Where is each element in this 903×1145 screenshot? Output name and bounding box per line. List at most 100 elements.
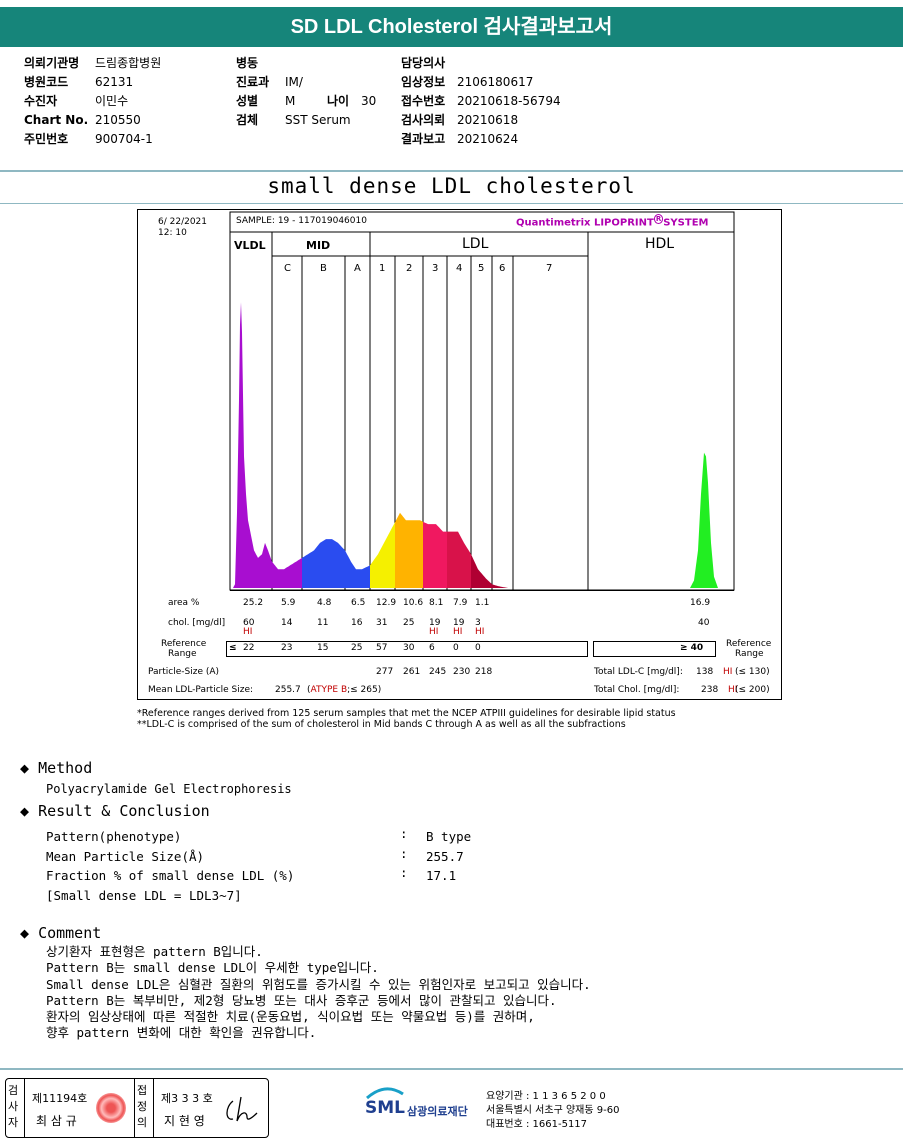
label-physician: 담당의사 xyxy=(401,56,446,70)
total-ldl-value: 138 xyxy=(696,667,714,677)
ref-value: 15 xyxy=(317,643,329,653)
ref-value: 25 xyxy=(351,643,363,653)
chol-flag: HI xyxy=(475,627,485,637)
print-time: 12: 10 xyxy=(158,228,187,238)
ref-value: 23 xyxy=(281,643,293,653)
vsep-2 xyxy=(134,1079,135,1137)
comment-heading: ◆ Comment xyxy=(20,924,101,942)
total-chol-flag: HI xyxy=(728,685,738,695)
inspector-name: 최 삼 규 xyxy=(36,1114,77,1128)
mean-type-tail: ;≤ 265) xyxy=(347,685,382,695)
row-label-area: area % xyxy=(168,598,200,608)
diamond-icon: ◆ xyxy=(20,924,30,942)
ref-value: 0 xyxy=(475,643,481,653)
band-label-6: 6 xyxy=(499,263,506,274)
total-chol-value: 238 xyxy=(701,685,719,695)
result-label: Pattern(phenotype) xyxy=(46,829,182,844)
result-sep: : xyxy=(400,826,408,841)
row-label-chol: chol. [mg/dl] xyxy=(168,618,226,628)
comment-line: Pattern B는 복부비만, 제2형 당뇨병 또는 대사 증후군 등에서 많… xyxy=(46,992,557,1008)
chol-value: 16 xyxy=(351,618,363,628)
value-specimen: SST Serum xyxy=(285,113,351,127)
result-row: Mean Particle Size(Å) xyxy=(46,849,204,864)
ref-range-box xyxy=(226,641,588,657)
group-ldl: LDL xyxy=(462,236,489,252)
row-label-ref2: Range xyxy=(168,649,197,659)
seal-icon xyxy=(96,1093,126,1123)
result-note: [Small dense LDL = LDL3~7] xyxy=(46,888,242,903)
fraction-area-5 xyxy=(395,512,423,588)
label-ward: 병동 xyxy=(236,56,259,70)
divider-top xyxy=(0,170,903,172)
chol-value: 60 xyxy=(243,618,255,628)
reg-mark: R xyxy=(653,214,664,224)
ref-value: 57 xyxy=(376,643,388,653)
area-value: 4.8 xyxy=(317,598,332,608)
label-resident-no: 주민번호 xyxy=(24,132,69,146)
footnote-1: *Reference ranges derived from 125 serum… xyxy=(137,708,676,719)
fraction-area-2 xyxy=(302,539,345,588)
total-ldl-label: Total LDL-C [mg/dl]: xyxy=(594,667,683,677)
comment-line: 상기환자 표현형은 pattern B입니다. xyxy=(46,944,263,959)
comment-heading-text: Comment xyxy=(38,924,102,942)
label-report-date: 결과보고 xyxy=(401,132,446,146)
band-label-4: 4 xyxy=(456,263,463,274)
footer-address: 요양기관 : 1 1 3 6 5 2 0 0 서울특별시 서초구 양재동 9-6… xyxy=(486,1090,619,1132)
chol-value: 11 xyxy=(317,618,329,628)
mean-type: (ATYPE B;≤ 265) xyxy=(307,685,381,695)
value-receipt-no: 20210618-56794 xyxy=(457,94,561,108)
group-vldl: VLDL xyxy=(234,239,266,252)
result-label: Mean Particle Size(Å) xyxy=(46,849,205,864)
logo-org: 삼광의료재단 xyxy=(407,1105,468,1118)
row-label-mean: Mean LDL-Particle Size: xyxy=(148,685,254,695)
chol-flag: HI xyxy=(453,627,463,637)
result-heading-text: Result & Conclusion xyxy=(38,802,210,820)
approver-name: 지 현 영 xyxy=(164,1114,205,1128)
chol-value: 19 xyxy=(453,618,465,628)
value-sex: M xyxy=(285,94,296,108)
value-hospital-code: 62131 xyxy=(95,75,134,89)
logo-text: SML xyxy=(365,1098,405,1118)
comment-body: 상기환자 표현형은 pattern B입니다. Pattern B는 small… xyxy=(46,944,591,1042)
hdl-peak xyxy=(690,452,718,588)
fraction-area-4 xyxy=(370,522,395,588)
value-clinical-info: 2106180617 xyxy=(457,75,534,89)
ref-value: 0 xyxy=(453,643,459,653)
band-label-A: A xyxy=(354,263,361,274)
value-request-date: 20210618 xyxy=(457,113,519,127)
comment-line: 향후 pattern 변화에 대한 확인을 권유합니다. xyxy=(46,1025,317,1041)
chol-flag: HI xyxy=(243,627,253,637)
particle-value: 245 xyxy=(429,667,447,677)
diamond-icon: ◆ xyxy=(20,759,30,777)
fraction-area-0 xyxy=(230,302,272,588)
signature-box: 검사자 제11194호 최 삼 규 접정의 제3 3 3 호 지 현 영 xyxy=(5,1078,269,1138)
ref-prefix: ≤ xyxy=(229,643,237,653)
label-request-date: 검사의뢰 xyxy=(401,113,446,127)
label-hospital: 의뢰기관명 xyxy=(24,56,80,70)
label-department: 진료과 xyxy=(236,75,270,89)
band-label-3: 3 xyxy=(432,263,439,274)
value-age: 30 xyxy=(361,94,377,108)
chol-flag: HI xyxy=(429,627,439,637)
addr-street: 서울특별시 서초구 양재동 9-60 xyxy=(486,1105,620,1116)
band-label-B: B xyxy=(320,263,327,274)
report-title: SD LDL Cholesterol 검사결과보고서 xyxy=(0,7,903,47)
area-value: 12.9 xyxy=(376,598,397,608)
electrophoresis-chart xyxy=(229,211,735,591)
system-suffix: SYSTEM xyxy=(663,217,709,229)
comment-line: 환자의 임상상태에 따른 적절한 치료(운동요법, 식이요법 또는 약물요법 등… xyxy=(46,1009,535,1025)
fraction-area-3 xyxy=(345,550,370,588)
area-value: 7.9 xyxy=(453,598,468,608)
system-brand: Quantimetrix LIPOPRINT xyxy=(516,217,654,229)
label-hospital-code: 병원코드 xyxy=(24,75,69,89)
divider-subtitle xyxy=(0,203,903,204)
addr-institution: 요양기관 : 1 1 3 6 5 2 0 0 xyxy=(486,1091,606,1102)
mean-size-value: 255.7 xyxy=(275,685,301,695)
band-label-2: 2 xyxy=(406,263,413,274)
mean-type-head: ( xyxy=(307,685,311,695)
vsep-1 xyxy=(24,1079,25,1137)
value-hospital: 드림종합병원 xyxy=(95,56,162,70)
system-name: Quantimetrix LIPOPRINT R SYSTEM xyxy=(516,214,709,229)
vsep-3 xyxy=(153,1079,154,1137)
particle-value: 218 xyxy=(475,667,493,677)
